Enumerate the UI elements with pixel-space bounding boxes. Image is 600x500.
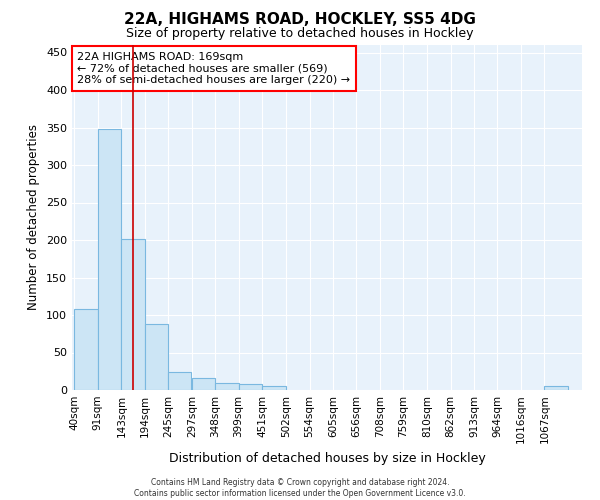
- Bar: [98, 129, 121, 390]
- Y-axis label: Number of detached properties: Number of detached properties: [28, 124, 40, 310]
- X-axis label: Distribution of detached houses by size in Hockley: Distribution of detached houses by size …: [169, 452, 485, 465]
- Bar: [145, 324, 168, 390]
- Text: 22A, HIGHAMS ROAD, HOCKLEY, SS5 4DG: 22A, HIGHAMS ROAD, HOCKLEY, SS5 4DG: [124, 12, 476, 28]
- Bar: [215, 383, 239, 390]
- Bar: [121, 238, 145, 390]
- Bar: [192, 378, 215, 390]
- Text: Contains HM Land Registry data © Crown copyright and database right 2024.
Contai: Contains HM Land Registry data © Crown c…: [134, 478, 466, 498]
- Bar: [168, 372, 191, 390]
- Bar: [544, 386, 568, 390]
- Text: Size of property relative to detached houses in Hockley: Size of property relative to detached ho…: [126, 28, 474, 40]
- Bar: [262, 386, 286, 390]
- Text: 22A HIGHAMS ROAD: 169sqm
← 72% of detached houses are smaller (569)
28% of semi-: 22A HIGHAMS ROAD: 169sqm ← 72% of detach…: [77, 52, 350, 85]
- Bar: [74, 309, 98, 390]
- Bar: [239, 384, 262, 390]
